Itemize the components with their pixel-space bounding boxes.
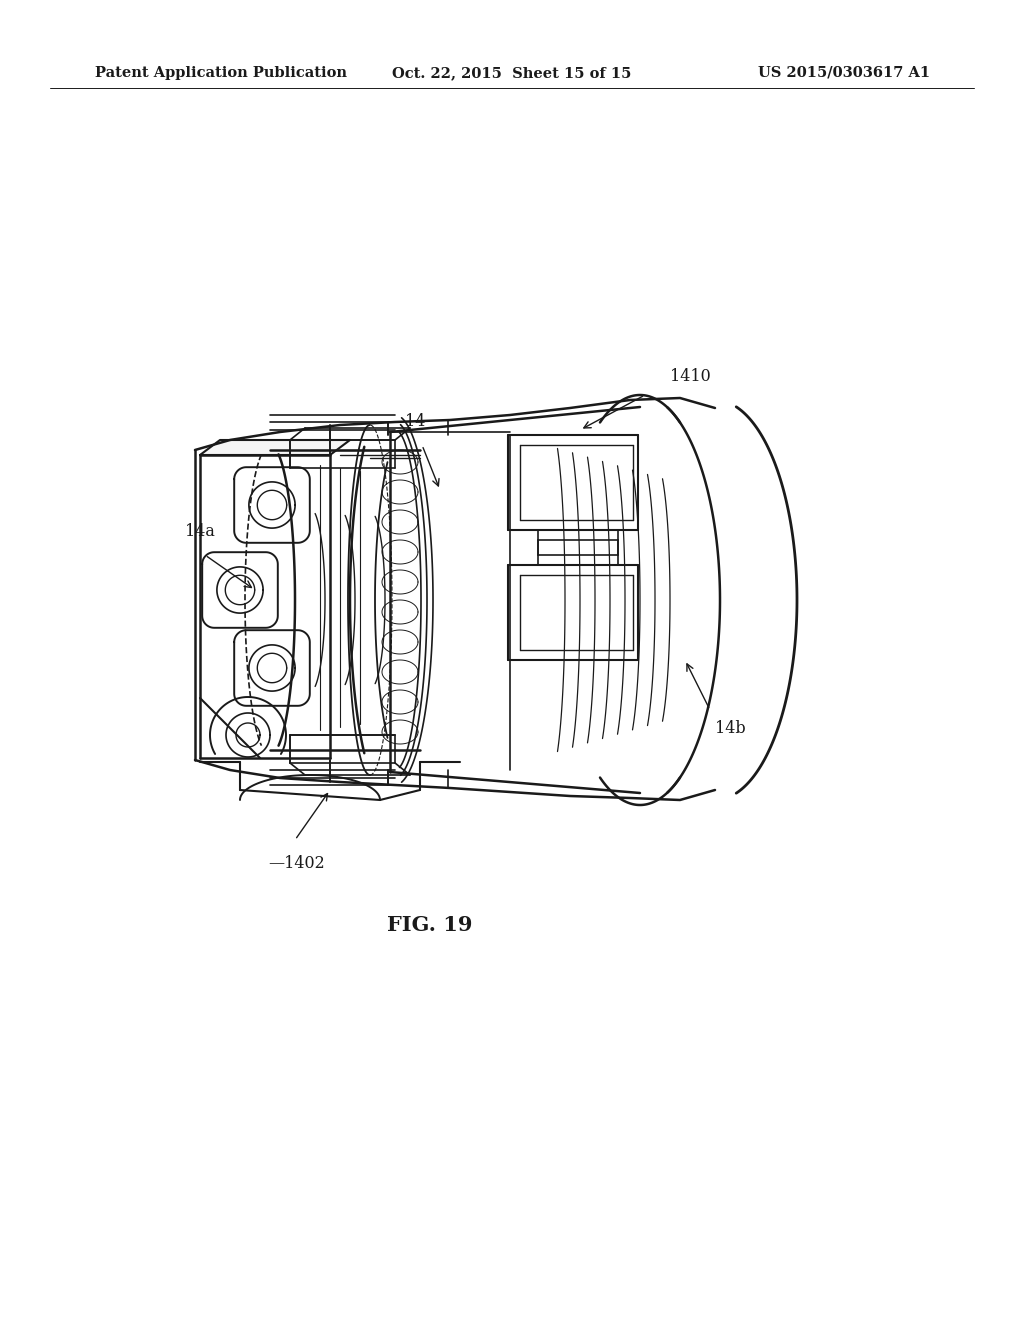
Text: Patent Application Publication: Patent Application Publication [95, 66, 347, 81]
Text: FIG. 19: FIG. 19 [387, 915, 473, 935]
Text: —1402: —1402 [268, 855, 325, 873]
Text: Oct. 22, 2015  Sheet 15 of 15: Oct. 22, 2015 Sheet 15 of 15 [392, 66, 632, 81]
Text: 14: 14 [404, 413, 425, 430]
Text: US 2015/0303617 A1: US 2015/0303617 A1 [758, 66, 930, 81]
Polygon shape [200, 440, 350, 455]
Text: 14b: 14b [715, 719, 745, 737]
Text: 14a: 14a [185, 523, 215, 540]
Text: 1410: 1410 [670, 368, 711, 385]
